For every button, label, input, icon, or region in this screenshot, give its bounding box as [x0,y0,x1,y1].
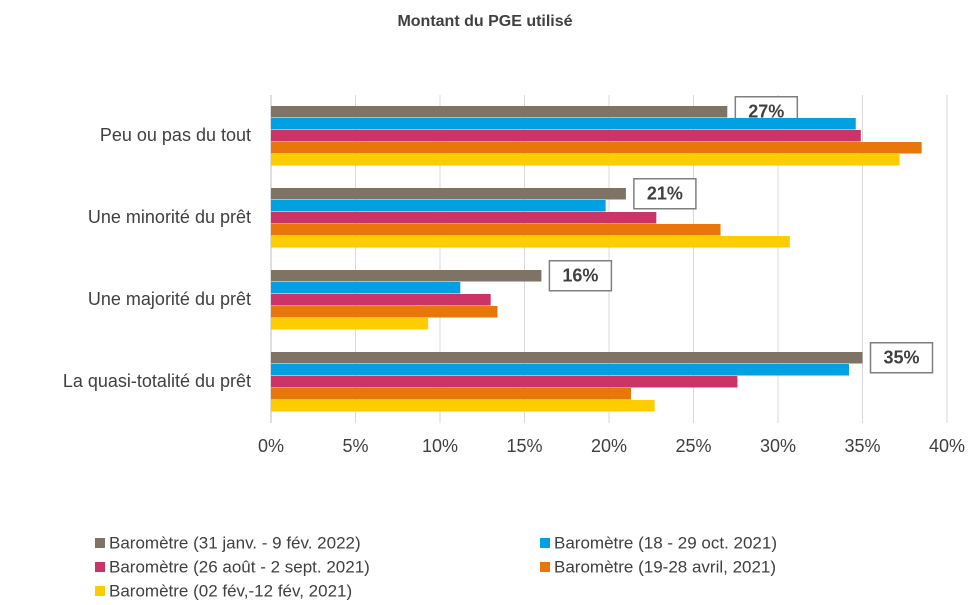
y-tick-label: Une majorité du prêt [88,289,251,309]
bar [271,200,606,212]
bar [271,188,626,200]
bar [271,236,790,248]
bar [271,352,863,364]
bar [271,400,655,412]
chart-title: Montant du PGE utilisé [397,13,572,30]
bar [271,306,498,318]
legend-label: Baromètre (31 janv. - 9 fév. 2022) [109,533,361,552]
y-tick-label: Une minorité du prêt [88,207,251,227]
legend-label: Baromètre (26 août - 2 sept. 2021) [109,557,370,576]
data-label: 16% [562,266,598,286]
legend-swatch [95,538,105,548]
x-tick-label: 25% [675,436,711,456]
x-tick-label: 5% [342,436,368,456]
data-label-box [869,342,934,374]
data-label-box [548,260,613,292]
legend-swatch [540,562,550,572]
legend-label: Baromètre (18 - 29 oct. 2021) [554,533,777,552]
data-label-box [633,178,697,210]
data-label: 21% [647,184,683,204]
bar [271,142,922,154]
bar [271,154,900,166]
bar [271,294,491,306]
bar [271,212,657,224]
bar [271,282,461,294]
legend-swatch [540,538,550,548]
bar [271,388,631,400]
bar [271,118,856,130]
bar [271,270,542,282]
x-tick-label: 35% [844,436,880,456]
x-tick-label: 15% [506,436,542,456]
x-tick-label: 40% [929,436,965,456]
legend-swatch [95,586,105,596]
data-label: 35% [883,348,919,368]
bar [271,318,429,330]
bar [271,376,738,388]
bar [271,224,721,236]
legend-swatch [95,562,105,572]
y-tick-label: Peu ou pas du tout [100,125,251,145]
bar [271,130,861,142]
y-tick-label: La quasi-totalité du prêt [63,371,251,391]
legend-label: Baromètre (19-28 avril, 2021) [554,557,776,576]
x-tick-label: 0% [258,436,284,456]
data-label: 27% [748,102,784,122]
x-tick-label: 30% [760,436,796,456]
legend-label: Baromètre (02 fév,-12 fév, 2021) [109,581,352,600]
bar [271,106,728,118]
bar [271,364,849,376]
x-tick-label: 10% [422,436,458,456]
x-tick-label: 20% [591,436,627,456]
